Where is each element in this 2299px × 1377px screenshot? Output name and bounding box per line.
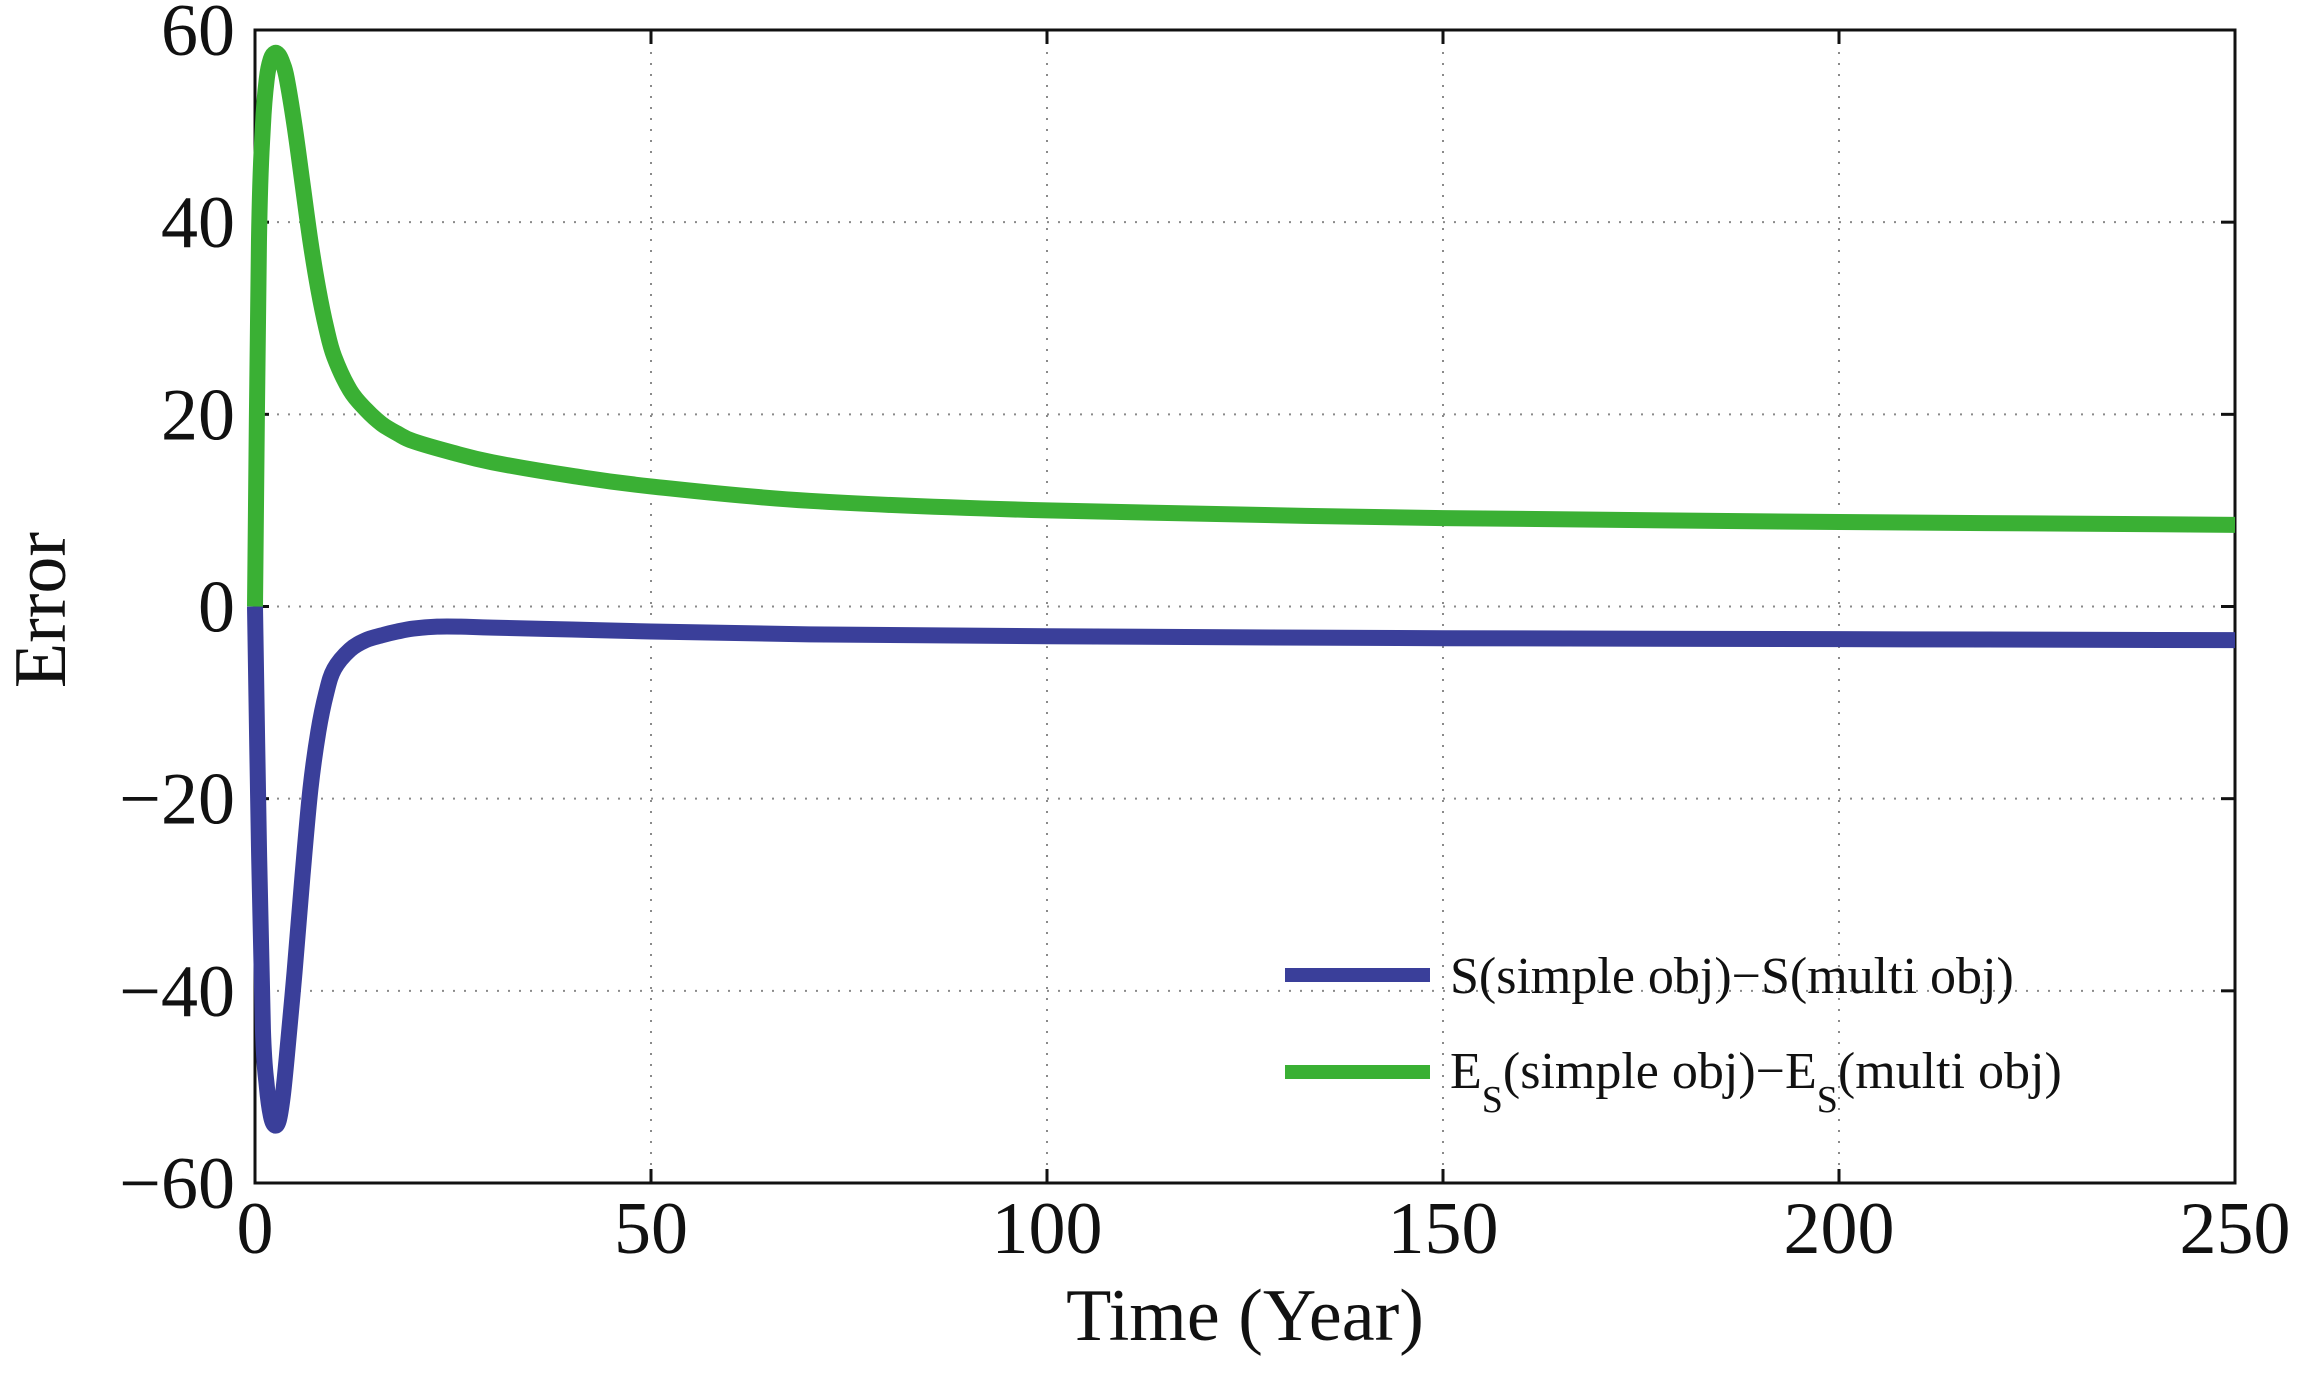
y-tick-label-6: 60 [161,0,235,72]
x-axis-title: Time (Year) [1066,1275,1424,1357]
legend: S(simple obj)−S(multi obj) ES(simple obj… [1285,948,2062,1121]
series-line-s-difference [247,606,2236,1134]
legend-label-es-difference: ES(simple obj)−ES(multi obj) [1450,1043,2062,1121]
y-axis-title: Error [0,532,82,688]
x-tick-label-5: 250 [2180,1188,2291,1270]
data-series [247,44,2236,1134]
legend-label-s-difference: S(simple obj)−S(multi obj) [1450,948,2014,1005]
y-tick-label-0: −60 [119,1143,235,1225]
x-tick-label-3: 150 [1388,1188,1499,1270]
x-tick-label-0: 0 [237,1188,274,1270]
y-tick-label-3: 0 [198,567,235,649]
x-tick-label-4: 200 [1784,1188,1895,1270]
y-tick-label-2: −20 [119,759,235,841]
series-line-es-difference [247,44,2236,607]
y-tick-label-1: −40 [119,951,235,1033]
tick-labels: 0 50 100 150 200 250 −60 −40 −20 0 20 40 60 [119,0,2290,1270]
y-tick-label-4: 20 [161,374,235,456]
grid-lines [255,30,2235,1183]
y-tick-label-5: 40 [161,182,235,264]
x-tick-label-1: 50 [614,1188,688,1270]
x-tick-label-2: 100 [992,1188,1103,1270]
